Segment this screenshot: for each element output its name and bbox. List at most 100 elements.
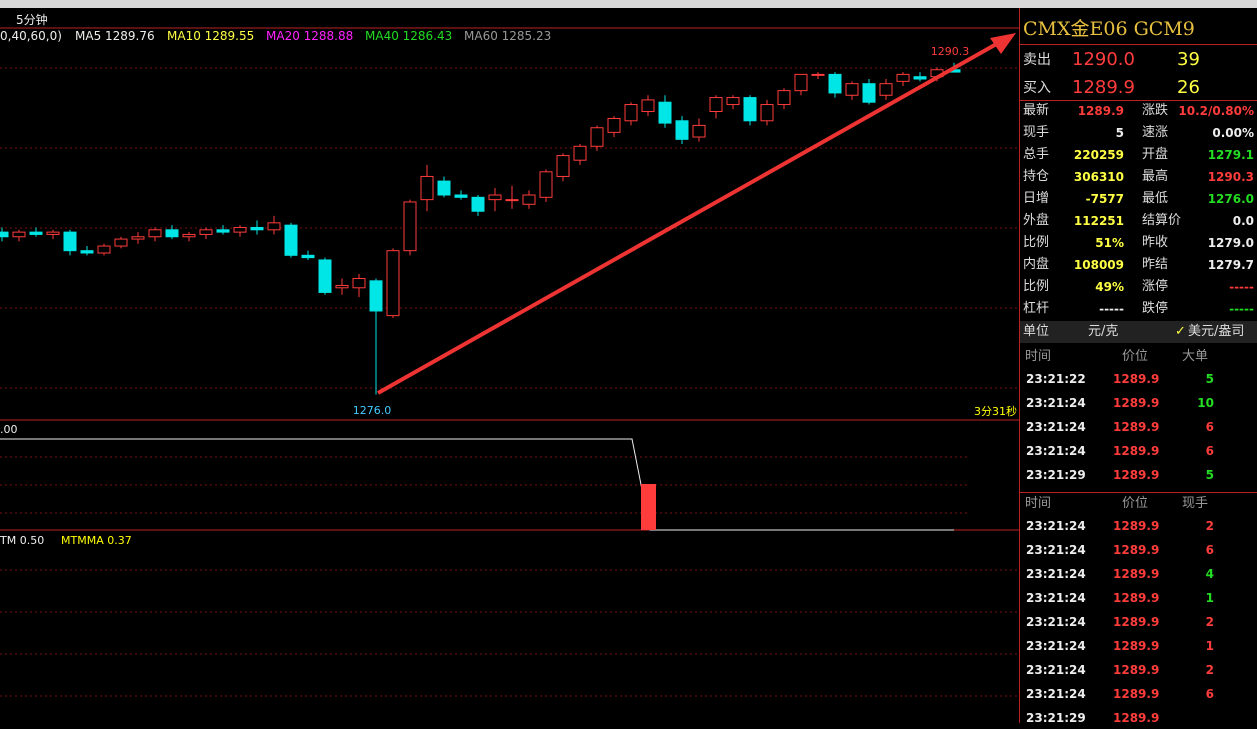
low-label: 1276.0 [353,404,392,417]
candle-body [845,83,859,96]
candle-body [335,284,349,289]
ma-params[interactable]: 0,40,60,0) [0,29,62,43]
trade-qty: 2 [1205,663,1214,677]
candle-body [352,278,366,289]
trade-row: 23:21:24 1289.9 1 [1020,635,1257,657]
trade-price: 1289.9 [1113,420,1160,434]
candle-body [420,175,434,201]
mtm-legend: TM 0.50 [0,534,44,547]
stat-value: -7577 [1085,192,1124,206]
period-selector[interactable]: 5分钟 [16,13,48,27]
stat-label: 最新 [1023,103,1050,118]
stat-label: 涨停 [1142,279,1169,294]
candle-body [250,226,264,231]
stat-value: 51% [1095,236,1124,250]
trade-row: 23:21:24 1289.9 2 [1020,515,1257,537]
table-header: 时间 价位 大单 [1020,346,1257,368]
candle-body [624,104,638,122]
candle-body [454,194,468,198]
trade-price: 1289.9 [1113,519,1160,533]
stat-label: 昨收 [1142,235,1169,250]
trade-row: 23:21:24 1289.9 2 [1020,659,1257,681]
candle-body [828,73,842,94]
trade-qty: 6 [1205,444,1214,458]
trade-qty: 10 [1197,396,1214,410]
stat-label: 日增 [1023,191,1050,206]
stat-value: ----- [1229,302,1254,316]
ma-legend: MA10 1289.55 [167,29,255,43]
ma-legend: MA5 1289.76 [75,29,155,43]
stat-value: 1279.0 [1207,236,1254,250]
stat-value: 108009 [1073,258,1124,272]
trade-time: 23:21:24 [1026,639,1086,653]
countdown: 3分31秒 [974,404,1017,418]
candle-body [726,97,740,106]
bid-label: 买入 [1023,80,1051,96]
ask-label: 卖出 [1023,52,1051,68]
candle-body [386,250,400,317]
trade-time: 23:21:22 [1026,372,1086,386]
candle-body [284,224,298,256]
stat-value: 1276.0 [1207,192,1254,206]
trade-qty: 2 [1205,519,1214,533]
trade-time: 23:21:24 [1026,444,1086,458]
trade-price: 1289.9 [1113,543,1160,557]
trade-price: 1289.9 [1113,615,1160,629]
annotation-arrow [377,40,1001,395]
stat-label: 结算价 [1142,213,1182,228]
high-label: 1290.3 [931,45,970,58]
stat-value: 1279.1 [1207,148,1254,162]
unit-label: 单位 [1023,324,1050,339]
stat-label: 外盘 [1023,213,1050,228]
candle-body [879,83,893,96]
trade-qty: 5 [1205,468,1214,482]
candle-body [131,236,145,240]
candle-body [12,231,26,238]
col-header: 时间 [1025,496,1052,511]
stat-row: 最新 1289.9 涨跌 10.2/0.80% [1020,100,1257,122]
top-bar [0,0,1257,8]
trade-time: 23:21:24 [1026,420,1086,434]
candle-body [794,73,808,92]
stat-value: 1290.3 [1207,170,1254,184]
indicator-bar [641,484,656,530]
trade-price: 1289.9 [1113,444,1160,458]
stat-value: 112251 [1073,214,1124,228]
stat-value: 5 [1115,126,1124,140]
trade-time: 23:21:29 [1026,468,1086,482]
trade-time: 23:21:24 [1026,591,1086,605]
candle-body [862,83,876,103]
candle-body [403,201,417,252]
col-header: 价位 [1122,349,1149,364]
col-header: 大单 [1182,349,1209,364]
stat-row: 总手 220259 开盘 1279.1 [1020,144,1257,166]
stat-label: 最低 [1142,191,1169,206]
stat-label: 速涨 [1142,125,1169,140]
stat-label: 比例 [1023,235,1050,250]
trade-row: 23:21:24 1289.9 6 [1020,539,1257,561]
trade-qty: 6 [1205,420,1214,434]
quote-panel: CMX金E06 GCM9 卖出 1290.0 39 买入 1289.9 26 最… [1019,8,1257,725]
candle-body [233,226,247,233]
bid-row: 买入 1289.9 26 [1020,74,1257,102]
divider [1020,492,1257,493]
trade-time: 23:21:24 [1026,567,1086,581]
trade-price: 1289.9 [1113,468,1160,482]
candle-body [216,229,230,233]
unit-option[interactable]: 美元/盎司 [1188,324,1245,339]
candle-body [182,233,196,238]
trade-row: 23:21:24 1289.9 4 [1020,563,1257,585]
check: ✓ [1175,324,1186,339]
ask-price: 1290.0 [1072,49,1135,70]
stat-row: 比例 51% 昨收 1279.0 [1020,232,1257,254]
stat-label: 最高 [1142,169,1169,184]
trade-time: 23:21:24 [1026,543,1086,557]
stat-label: 总手 [1023,147,1050,162]
unit-option[interactable]: 元/克 [1088,324,1119,339]
trade-row: 23:21:24 1289.9 6 [1020,683,1257,705]
stat-value: 306310 [1073,170,1124,184]
col-header: 价位 [1122,496,1149,511]
stat-value: ----- [1099,302,1124,316]
table-header: 时间 价位 现手 [1020,493,1257,515]
